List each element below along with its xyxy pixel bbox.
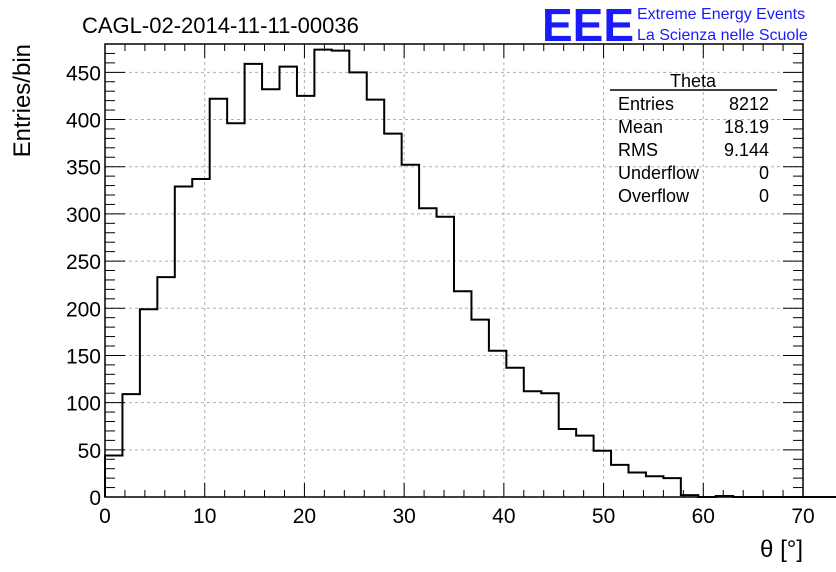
axis-ticks — [104, 43, 804, 498]
y-tick-label: 100 — [66, 393, 101, 416]
x-tick-labels: 0 10 20 30 40 50 60 70 — [99, 505, 815, 528]
y-tick-label: 250 — [66, 251, 101, 274]
stats-row-value: 0 — [759, 186, 769, 206]
stats-box-title: Theta — [670, 71, 717, 91]
x-tick-label: 20 — [293, 505, 316, 528]
x-tick-label: 40 — [492, 505, 515, 528]
x-tick-label: 30 — [392, 505, 415, 528]
stats-row-label: Overflow — [618, 186, 690, 206]
x-tick-label: 0 — [99, 505, 111, 528]
stats-row-label: Entries — [618, 94, 674, 114]
grid-lines — [105, 44, 803, 497]
y-tick-label: 400 — [66, 110, 101, 133]
stats-row-value: 9.144 — [724, 140, 769, 160]
chart-title: CAGL-02-2014-11-11-00036 — [82, 13, 359, 38]
stats-row-value: 0 — [759, 163, 769, 183]
stats-row-value: 18.19 — [724, 117, 769, 137]
y-tick-label: 300 — [66, 204, 101, 227]
y-tick-labels: 0 50 100 150 200 250 300 350 400 450 — [66, 62, 101, 510]
x-tick-label: 60 — [692, 505, 715, 528]
eee-logo-line1: Extreme Energy Events — [637, 6, 805, 23]
stats-row-label: RMS — [618, 140, 658, 160]
x-tick-label: 70 — [791, 505, 814, 528]
eee-logo-mark: EEE — [542, 0, 634, 51]
y-tick-label: 200 — [66, 298, 101, 321]
stats-row-label: Underflow — [618, 163, 700, 183]
y-tick-label: 350 — [66, 157, 101, 180]
y-tick-label: 50 — [78, 440, 101, 463]
y-tick-label: 450 — [66, 62, 101, 85]
eee-logo: EEE Extreme Energy Events La Scienza nel… — [542, 0, 808, 51]
x-tick-label: 10 — [193, 505, 216, 528]
y-tick-label: 0 — [89, 487, 101, 510]
eee-logo-line2: La Scienza nelle Scuole — [637, 27, 808, 44]
stats-box: Theta Entries 8212 Mean 18.19 RMS 9.144 Underf… — [610, 71, 777, 206]
stats-rows: Entries 8212 Mean 18.19 RMS 9.144 Underflow 0 Ov… — [618, 94, 769, 206]
stats-row-label: Mean — [618, 117, 663, 137]
x-tick-label: 50 — [592, 505, 615, 528]
y-tick-label: 150 — [66, 345, 101, 368]
y-axis-label: Entries/bin — [9, 44, 36, 157]
x-axis-label: θ [°] — [760, 536, 803, 563]
stats-row-value: 8212 — [729, 94, 769, 114]
